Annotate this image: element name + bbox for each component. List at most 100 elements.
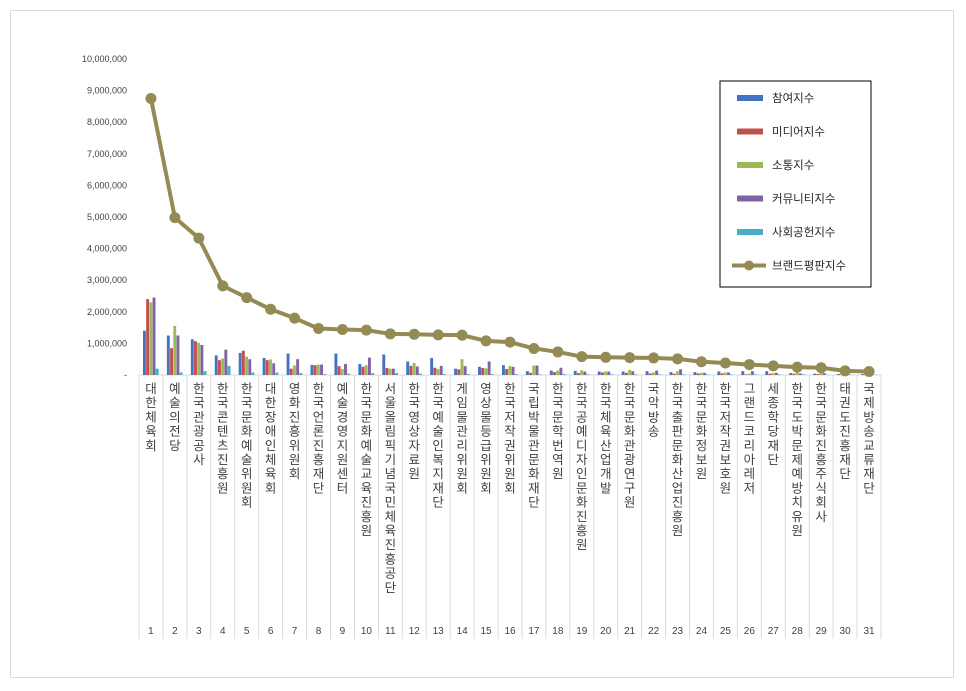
line-point: [408, 328, 420, 340]
bar: [675, 371, 679, 375]
bar: [802, 374, 805, 375]
rank-label: 6: [268, 626, 274, 637]
bar: [727, 372, 730, 375]
line-point: [336, 323, 348, 335]
line-point: [600, 351, 612, 363]
y-tick-label: 4,000,000: [87, 244, 127, 254]
bar: [457, 369, 461, 375]
bar: [200, 344, 204, 375]
bar: [269, 359, 272, 375]
y-tick-label: 8,000,000: [87, 117, 127, 127]
bar: [774, 372, 778, 375]
y-tick-label: 3,000,000: [87, 275, 127, 285]
rank-label: 4: [220, 626, 226, 637]
bar: [481, 368, 485, 375]
bar: [723, 372, 727, 375]
rank-label: 9: [340, 626, 346, 637]
bar: [693, 372, 697, 375]
legend-marker: [744, 260, 754, 271]
bar: [316, 364, 320, 375]
bar: [251, 372, 255, 375]
rank-label: 8: [316, 626, 322, 637]
line-point: [384, 328, 396, 340]
legend-label: 미디어지수: [772, 125, 825, 139]
bar: [744, 374, 748, 375]
legend-swatch: [737, 128, 763, 135]
rank-label: 22: [648, 626, 660, 637]
rank-label: 27: [768, 626, 780, 637]
bar: [179, 372, 183, 375]
line-point: [360, 324, 372, 336]
bar: [604, 371, 608, 375]
bar: [490, 374, 494, 375]
bar: [525, 371, 529, 375]
line-point: [217, 280, 229, 292]
bar: [409, 365, 413, 375]
bar: [367, 357, 371, 375]
rank-label: 21: [624, 626, 636, 637]
rank-label: 13: [433, 626, 445, 637]
bar: [337, 366, 341, 375]
bar: [778, 374, 781, 375]
bar: [340, 368, 344, 375]
bar: [194, 341, 197, 375]
bar: [286, 353, 290, 375]
bar: [747, 373, 751, 375]
bar: [538, 374, 542, 375]
bar: [610, 374, 614, 375]
bar: [238, 352, 242, 375]
legend-label: 커뮤니티지수: [772, 192, 835, 206]
line-point: [145, 93, 157, 104]
bar: [822, 373, 826, 375]
bar: [514, 374, 518, 375]
bar: [388, 368, 392, 375]
rank-label: 29: [816, 626, 828, 637]
bar: [699, 372, 703, 375]
bar: [549, 370, 553, 375]
bar: [299, 373, 303, 375]
bar: [532, 365, 536, 375]
bar: [436, 368, 440, 375]
y-axis-ticks: - 1,000,000 2,000,000 3,000,000 4,000,000 5,0…: [82, 54, 127, 380]
line-series-group: [145, 93, 875, 378]
bar: [655, 370, 659, 375]
bar: [669, 372, 673, 375]
bar: [511, 366, 515, 375]
legend-swatch: [737, 229, 763, 235]
rank-label: 14: [457, 626, 469, 637]
line-point: [504, 336, 516, 348]
bar: [795, 372, 799, 375]
line-point: [552, 346, 564, 358]
bar: [214, 355, 218, 375]
bar: [628, 369, 631, 375]
bar: [672, 373, 676, 375]
bar: [358, 363, 362, 375]
bar: [203, 371, 207, 375]
bar: [173, 326, 177, 375]
bar: [412, 362, 416, 375]
bar: [142, 330, 146, 375]
bar: [798, 373, 802, 375]
bar: [765, 371, 769, 375]
rank-label: 10: [361, 626, 373, 637]
bar: [586, 374, 590, 375]
bar: [361, 366, 365, 375]
bar: [221, 358, 225, 375]
bar: [634, 374, 638, 375]
legend-swatch: [737, 195, 763, 202]
bar: [320, 364, 324, 375]
line-point: [169, 212, 181, 224]
bar: [439, 365, 443, 375]
